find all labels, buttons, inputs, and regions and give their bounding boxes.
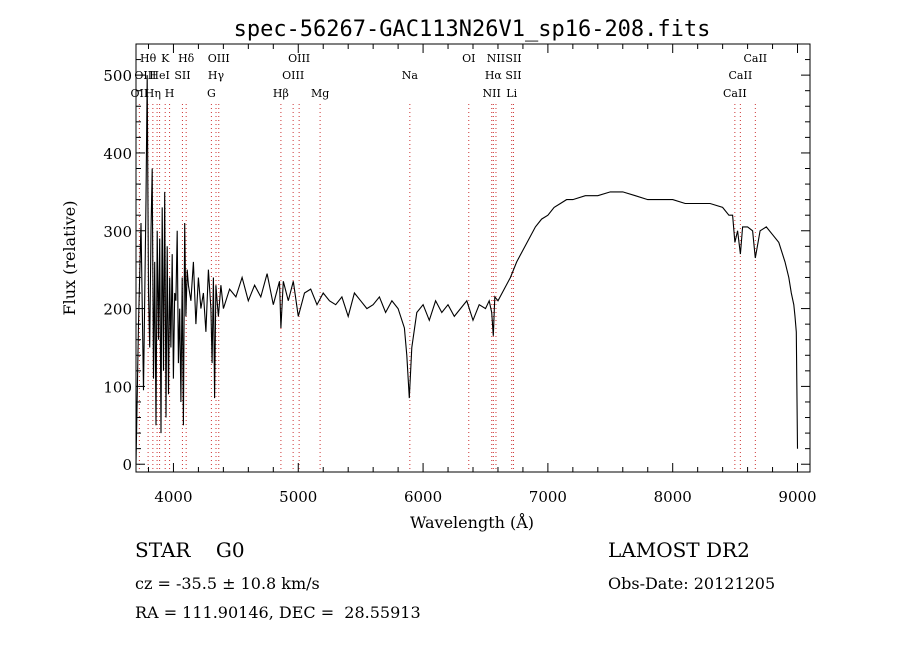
- coordinates: RA = 111.90146, DEC = 28.55913: [135, 603, 421, 622]
- line-label: Hα: [485, 69, 503, 82]
- line-label: SII: [505, 69, 521, 82]
- line-label: CaII: [723, 87, 747, 100]
- line-label: OIII: [208, 52, 230, 65]
- y-tick-label: 0: [122, 456, 132, 474]
- y-tick-label: 300: [103, 223, 132, 241]
- line-label: Mg: [311, 87, 329, 100]
- x-axis-ticks: 4000 5000 6000 7000 8000 9000: [147, 44, 817, 506]
- line-label: HeI: [149, 69, 169, 82]
- y-tick-label: 100: [103, 378, 132, 396]
- line-label: OI: [462, 52, 475, 65]
- y-tick-label: 500: [103, 67, 132, 85]
- survey-name: LAMOST DR2: [608, 538, 750, 562]
- line-label: SII: [174, 69, 190, 82]
- line-label: OIII: [134, 69, 156, 82]
- chart-title: spec-56267-GAC113N26V1_sp16-208.fits: [234, 17, 711, 42]
- emission-line-markers: [138, 104, 756, 472]
- line-label: Li: [506, 87, 517, 100]
- object-class: STAR G0: [135, 538, 245, 562]
- x-tick-label: 4000: [154, 488, 192, 506]
- x-tick-label: 6000: [404, 488, 442, 506]
- line-label: NII: [483, 87, 501, 100]
- y-axis-label: Flux (relative): [60, 201, 79, 316]
- x-tick-label: 7000: [529, 488, 567, 506]
- line-label: H: [165, 87, 175, 100]
- line-label: Hβ: [273, 87, 289, 100]
- y-axis-ticks: 0 100 200 300 400 500: [103, 59, 810, 474]
- line-label: OIII: [282, 69, 304, 82]
- x-tick-label: 9000: [778, 488, 816, 506]
- line-label: G: [207, 87, 216, 100]
- line-label: NII: [487, 52, 505, 65]
- y-tick-label: 400: [103, 145, 132, 163]
- line-label: CaII: [743, 52, 767, 65]
- line-label: Na: [402, 69, 419, 82]
- x-tick-label: 8000: [654, 488, 692, 506]
- y-tick-label: 200: [103, 301, 132, 319]
- plot-frame: [135, 43, 811, 473]
- line-label: CaII: [729, 69, 753, 82]
- line-label: OIII: [288, 52, 310, 65]
- redshift-velocity: cz = -35.5 ± 10.8 km/s: [135, 574, 320, 593]
- line-label: SII: [505, 52, 521, 65]
- observation-date: Obs-Date: 20121205: [608, 574, 776, 593]
- x-tick-label: 5000: [279, 488, 317, 506]
- spectrum-line: [135, 75, 799, 465]
- line-label: K: [161, 52, 170, 65]
- x-axis-label: Wavelength (Å): [410, 512, 534, 532]
- line-label: Hγ: [208, 69, 225, 82]
- line-label: OII: [131, 87, 149, 100]
- line-label: Hη: [145, 87, 161, 100]
- line-label: Hθ: [140, 52, 157, 65]
- line-label: Hδ: [178, 52, 195, 65]
